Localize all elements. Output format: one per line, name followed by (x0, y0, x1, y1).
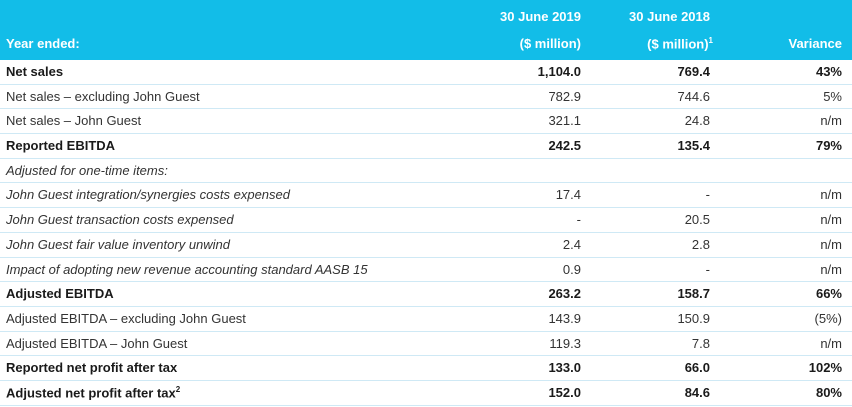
value-2018: - (705, 187, 710, 203)
value-variance: 79% (815, 138, 842, 154)
value-2018: 24.8 (684, 113, 710, 129)
header-2019-line2: ($ million) (519, 36, 581, 51)
table-row: Adjusted EBITDA – John Guest 119.3 7.8 n… (0, 332, 852, 357)
row-label-text: Adjusted net profit after tax (6, 385, 176, 401)
value-2019: 242.5 (548, 138, 581, 154)
header-background (0, 0, 852, 60)
value-2019: 263.2 (548, 286, 581, 302)
row-label: John Guest transaction costs expensed (6, 212, 234, 228)
table-row: Adjusted net profit after tax2 152.0 84.… (0, 381, 852, 406)
value-2018: 769.4 (677, 64, 710, 79)
table-row: John Guest fair value inventory unwind 2… (0, 233, 852, 258)
row-label: Net sales (6, 64, 64, 79)
value-2018: 150.9 (677, 310, 710, 326)
value-variance: 80% (815, 384, 842, 400)
row-label: Net sales – John Guest (6, 113, 142, 129)
value-2019: 152.0 (548, 384, 581, 400)
header-2018-line2: ($ million)1 (647, 36, 713, 51)
row-label: Adjusted net profit after tax2 (6, 385, 180, 400)
value-variance: 66% (815, 286, 842, 302)
row-label: Reported EBITDA (6, 138, 116, 154)
row-label: Adjusted EBITDA (6, 286, 114, 302)
footnote-2-marker: 2 (175, 384, 181, 394)
value-2018: - (705, 261, 710, 277)
value-2019: 2.4 (562, 236, 581, 252)
row-label: Adjusted for one-time items: (6, 162, 168, 178)
table-row: Reported EBITDA 242.5 135.4 79% (0, 134, 852, 159)
value-2018: 135.4 (677, 138, 710, 154)
value-2019: 0.9 (562, 261, 581, 277)
value-2018: 2.8 (691, 236, 710, 252)
value-2019: 782.9 (548, 88, 581, 104)
value-variance: 43% (815, 64, 842, 79)
value-2018: 7.8 (691, 335, 710, 351)
value-2018: 84.6 (684, 384, 710, 400)
row-label: Adjusted EBITDA – excluding John Guest (6, 310, 246, 326)
row-label: Net sales – excluding John Guest (6, 88, 200, 104)
table-row: John Guest transaction costs expensed - … (0, 208, 852, 233)
value-variance: (5%) (814, 310, 842, 326)
table-body: Net sales 1,104.0 769.4 43% Net sales – … (0, 60, 852, 406)
value-2019: 1,104.0 (537, 64, 581, 79)
row-label: John Guest fair value inventory unwind (6, 236, 231, 252)
value-variance: n/m (820, 335, 842, 351)
table-row: Reported net profit after tax 133.0 66.0… (0, 356, 852, 381)
value-2019: 321.1 (548, 113, 581, 129)
row-label: Adjusted EBITDA – John Guest (6, 335, 188, 351)
value-variance: n/m (820, 187, 842, 203)
table-row: Adjusted for one-time items: (0, 159, 852, 184)
row-label: Impact of adopting new revenue accountin… (6, 261, 368, 277)
table-row: John Guest integration/synergies costs e… (0, 183, 852, 209)
value-2019: 17.4 (555, 187, 581, 203)
table-row: Adjusted EBITDA 263.2 158.7 66% (0, 282, 852, 307)
value-variance: n/m (820, 236, 842, 252)
table-row: Impact of adopting new revenue accountin… (0, 258, 852, 283)
value-variance: n/m (820, 113, 842, 129)
table-row: Net sales 1,104.0 769.4 43% (0, 60, 852, 85)
value-variance: 5% (823, 88, 842, 104)
header-variance: Variance (788, 36, 843, 51)
value-variance: 102% (808, 360, 842, 376)
value-variance: n/m (820, 212, 842, 228)
table-header: Year ended: 30 June 2019 ($ million) 30 … (0, 0, 852, 60)
footnote-1-marker: 1 (708, 36, 713, 45)
header-year-ended: Year ended: (6, 36, 80, 51)
value-variance: n/m (820, 261, 842, 277)
value-2018: 158.7 (677, 286, 710, 302)
value-2018: 20.5 (684, 212, 710, 228)
value-2019: 119.3 (549, 335, 581, 351)
table-row: Adjusted EBITDA – excluding John Guest 1… (0, 307, 852, 332)
value-2018: 744.6 (677, 88, 710, 104)
header-2018-line1: 30 June 2018 (629, 9, 710, 24)
value-2019: 133.0 (548, 360, 581, 376)
header-2019-line1: 30 June 2019 (500, 9, 581, 24)
value-2019: 143.9 (548, 310, 581, 326)
row-label: Reported net profit after tax (6, 360, 178, 376)
value-2018: 66.0 (684, 360, 710, 376)
row-label: John Guest integration/synergies costs e… (6, 187, 291, 203)
table-row: Net sales – excluding John Guest 782.9 7… (0, 85, 852, 110)
value-2019: - (576, 212, 581, 228)
table-row: Net sales – John Guest 321.1 24.8 n/m (0, 109, 852, 135)
header-2018-unit: ($ million) (647, 36, 709, 52)
